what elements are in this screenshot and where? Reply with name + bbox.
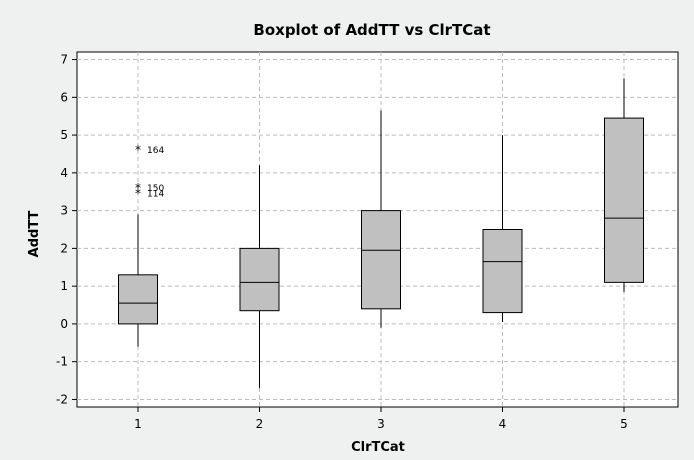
y-tick-label: 5 xyxy=(60,128,68,142)
box-iqr xyxy=(361,210,401,310)
outlier-marker: * xyxy=(135,181,141,195)
chart-title: Boxplot of AddTT vs ClrTCat xyxy=(253,21,490,39)
box-iqr xyxy=(239,247,280,312)
x-tick-label: 2 xyxy=(256,417,264,431)
x-tick-label: 3 xyxy=(377,417,385,431)
y-tick-label: 1 xyxy=(60,279,68,293)
x-tick-label: 1 xyxy=(134,417,142,431)
boxes: * 164 * 150 * 114 xyxy=(118,78,644,389)
outlier-marker: * xyxy=(135,187,141,201)
y-tick-label: 4 xyxy=(60,166,68,180)
x-tick-label: 4 xyxy=(499,417,507,431)
y-tick-label: -1 xyxy=(56,355,68,369)
box-iqr xyxy=(118,274,158,325)
box-iqr xyxy=(482,229,523,314)
y-tick-label: -2 xyxy=(56,392,68,406)
outlier-label: 114 xyxy=(147,190,164,200)
y-tick-label: 2 xyxy=(60,241,68,255)
y-tick-label: 0 xyxy=(60,317,68,331)
y-tick-label: 6 xyxy=(60,90,68,104)
outlier-label: 150 xyxy=(147,184,164,194)
y-axis-label: AddTT xyxy=(27,211,42,258)
outlier-marker: * xyxy=(135,143,141,157)
x-tick-label: 5 xyxy=(620,417,628,431)
box-iqr xyxy=(604,117,644,283)
y-tick-label: 3 xyxy=(60,204,68,218)
y-tick-label: 7 xyxy=(60,53,68,67)
axes: -2 -1 0 1 2 3 4 5 6 7 1 2 3 4 5 xyxy=(56,53,628,431)
x-axis-label: ClrTCat xyxy=(351,440,405,455)
outlier-label: 164 xyxy=(147,146,164,156)
